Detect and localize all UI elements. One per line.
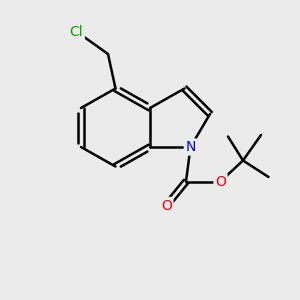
Text: Cl: Cl bbox=[70, 25, 83, 38]
Text: O: O bbox=[215, 175, 226, 188]
Text: O: O bbox=[161, 199, 172, 212]
Text: N: N bbox=[185, 140, 196, 154]
